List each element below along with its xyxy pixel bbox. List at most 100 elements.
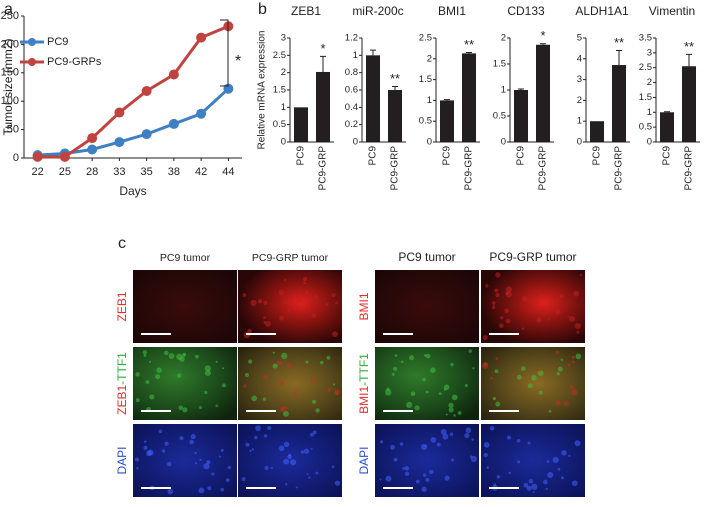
micrograph-speck [198,487,205,494]
micrograph [133,270,237,343]
column-header: PC9-GRP tumor [252,252,329,264]
micrograph-speck [189,439,194,445]
y-tick-label: 0 [13,152,19,164]
micrograph-speck [284,483,288,486]
micrograph-speck [135,457,140,462]
micrograph-speck [574,322,581,329]
column-header: PC9 tumor [398,250,455,264]
point [114,107,125,118]
micrograph-speck [482,335,488,340]
annotation: ** [684,39,694,54]
micrograph-speck [204,369,211,377]
annotation: * [235,53,241,70]
micrograph-speck [195,354,199,359]
micrograph-speck [517,460,521,464]
y-tick-label: 0.5 [273,119,286,130]
micrograph-speck [506,435,512,440]
panel-label: b [258,1,267,18]
micrograph-speck [300,450,305,454]
error-bar [518,88,524,90]
micrograph-speck [220,448,224,452]
micrograph-speck [379,478,382,481]
row-label: BMI1 [357,292,371,320]
micrograph-speck [546,460,550,464]
micrograph-speck [567,315,570,318]
panel-label: a [4,1,13,18]
micrograph-speck [394,354,398,357]
chart-title: Vimentin [649,4,695,18]
micrograph-speck [319,360,324,365]
micrograph-speck [166,461,172,467]
micrograph-speck [179,356,185,362]
x-tick-label: 25 [59,166,71,178]
micrograph-speck [494,369,499,374]
bar [612,65,626,142]
micrograph-speck [516,374,522,380]
y-tick-label: 2 [501,33,506,44]
error-bar [540,43,546,45]
micrograph-speck [421,486,427,492]
micrograph-speck [385,389,392,396]
micrograph-speck [251,395,258,402]
y-tick-label: 100 [1,95,19,107]
y-tick-label: 3.5 [639,33,652,44]
row-label-part: BMI1 [357,386,371,414]
micrograph-speck [267,426,272,430]
micrograph-speck [571,480,578,487]
micrograph-speck [156,367,162,373]
micrograph-speck [471,438,474,441]
micrograph-speck [335,301,339,305]
micrograph-speck [472,367,475,370]
micrograph-speck [314,295,318,299]
x-tick-label: PC9-GRP [464,146,475,191]
y-tick-label: 2.5 [419,33,432,44]
point [87,144,98,155]
chart-title: ALDH1A1 [575,4,629,18]
panel-label: c [118,235,126,252]
micrograph [238,347,342,420]
error-bar [686,53,692,67]
micrograph-speck [505,318,511,324]
micrograph-speck [442,433,449,440]
y-axis-label: Relative mRNA expression [257,31,268,150]
micrograph-speck [206,460,211,465]
micrograph-speck [391,372,395,376]
micrograph-speck [250,299,257,306]
x-tick-label: PC9-GRP [318,146,329,191]
x-tick-label: 44 [222,166,234,178]
micrograph-speck [422,377,426,382]
micrograph-speck [263,300,268,305]
micrograph-speck [552,456,559,464]
legend-label: PC9-GRPs [47,56,102,68]
micrograph-speck [255,425,261,432]
error-bar [664,111,670,113]
micrograph-speck [571,389,578,396]
micrograph-speck [499,323,504,328]
micrograph-speck [490,376,493,380]
y-tick-label: 3 [647,47,652,58]
micrograph-speck [149,360,152,363]
micrograph-speck [567,363,571,367]
micrograph-speck [283,458,290,465]
micrograph-speck [278,289,285,296]
micrograph-speck [453,414,456,417]
micrograph-speck [194,462,198,465]
error-bar [616,49,622,66]
micrograph-speck [423,473,427,477]
micrograph-speck [404,466,410,471]
micrograph-speck [279,406,285,412]
micrograph-speck [293,294,296,297]
micrograph-speck [248,359,253,364]
row-label-part: ZEB1 [115,291,129,321]
micrograph-speck [262,397,267,401]
micrograph-speck [495,401,501,407]
micrograph-speck [310,378,316,383]
micrograph-speck [521,327,525,330]
micrograph-speck [295,486,298,489]
micrograph-speck [143,354,147,357]
bar [660,112,674,142]
annotation: ** [464,37,474,52]
error-bar [466,52,472,54]
micrograph-speck [547,318,550,321]
micrograph-speck [315,471,319,475]
